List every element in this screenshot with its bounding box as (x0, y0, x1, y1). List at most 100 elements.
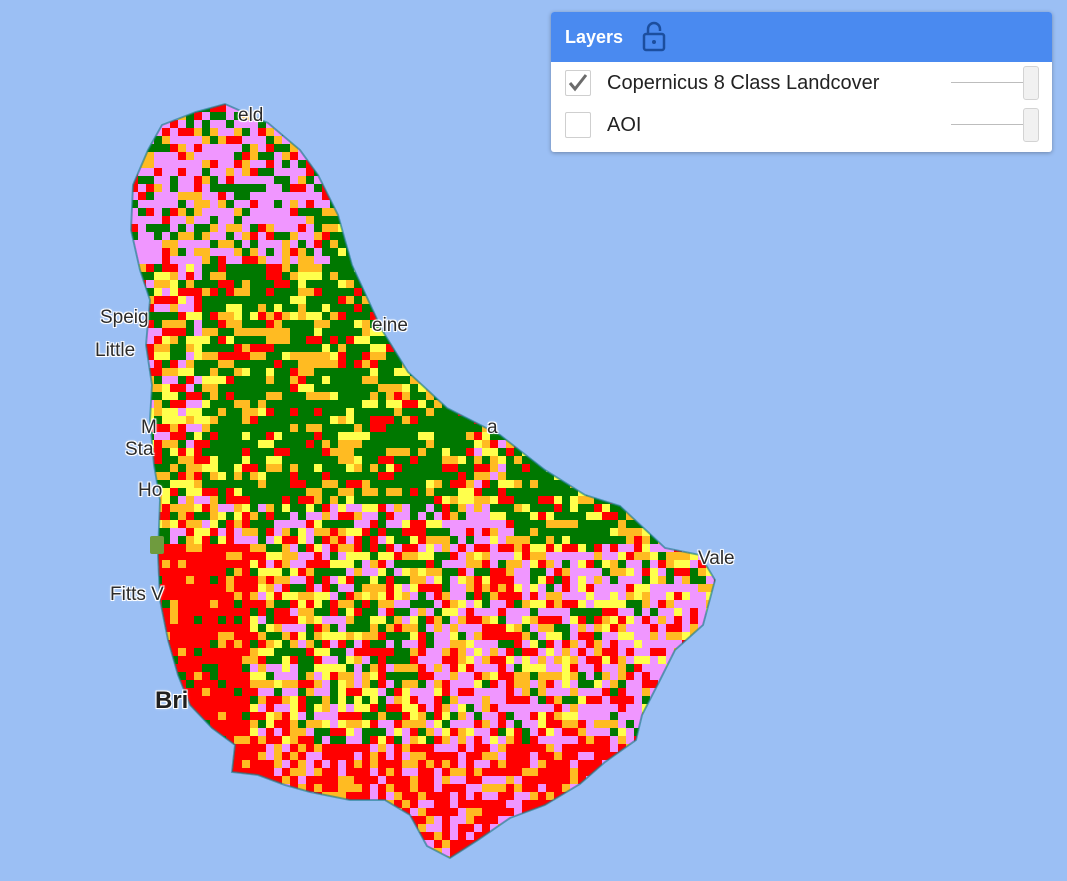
landcover-pixel (674, 240, 682, 248)
landcover-pixel (434, 712, 442, 720)
landcover-pixel (722, 448, 730, 456)
landcover-pixel (346, 512, 354, 520)
landcover-pixel (402, 112, 410, 120)
landcover-pixel (394, 232, 402, 240)
landcover-pixel (282, 264, 290, 272)
landcover-pixel (682, 552, 690, 560)
landcover-pixel (474, 504, 482, 512)
landcover-pixel (562, 560, 570, 568)
landcover-pixel (498, 648, 506, 656)
landcover-pixel (554, 328, 562, 336)
landcover-pixel (234, 720, 242, 728)
landcover-pixel (274, 584, 282, 592)
landcover-pixel (450, 288, 466, 296)
landcover-pixel (154, 392, 162, 400)
landcover-pixel (698, 632, 706, 640)
landcover-pixel (562, 464, 570, 472)
landcover-pixel (634, 184, 650, 192)
landcover-pixel (410, 176, 426, 184)
landcover-pixel (146, 744, 154, 752)
landcover-pixel (690, 504, 698, 512)
landcover-pixel (194, 344, 202, 352)
landcover-pixel (650, 432, 658, 440)
landcover-pixel (290, 688, 298, 696)
landcover-pixel (674, 536, 690, 544)
landcover-pixel (178, 736, 194, 744)
landcover-pixel (706, 416, 715, 424)
landcover-pixel (258, 656, 266, 664)
landcover-pixel (274, 528, 282, 536)
landcover-pixel (522, 136, 530, 144)
landcover-pixel (570, 248, 586, 256)
landcover-pixel (354, 648, 370, 656)
landcover-pixel (210, 736, 218, 744)
landcover-pixel (690, 176, 698, 184)
landcover-pixel (386, 672, 394, 680)
landcover-pixel (194, 272, 202, 280)
landcover-pixel (586, 632, 594, 640)
landcover-pixel (586, 376, 594, 384)
landcover-pixel (266, 240, 274, 248)
landcover-pixel (194, 160, 202, 168)
landcover-pixel (474, 592, 482, 600)
landcover-pixel (146, 160, 154, 168)
landcover-pixel (290, 152, 298, 160)
landcover-pixel (242, 96, 250, 104)
landcover-pixel (162, 552, 170, 560)
landcover-pixel (362, 160, 370, 168)
landcover-pixel (234, 704, 242, 712)
landcover-pixel (202, 128, 210, 136)
landcover-pixel (138, 688, 154, 696)
landcover-pixel (410, 168, 426, 176)
landcover-pixel (666, 248, 682, 256)
landcover-pixel (674, 384, 682, 392)
landcover-pixel (378, 152, 386, 160)
landcover-pixel (698, 248, 706, 256)
landcover-pixel (410, 472, 426, 480)
landcover-pixel (242, 216, 250, 224)
landcover-pixel (610, 360, 618, 368)
landcover-pixel (290, 296, 306, 304)
landcover-pixel (546, 320, 562, 328)
landcover-pixel (538, 648, 546, 656)
landcover-pixel (282, 528, 290, 536)
landcover-pixel (250, 208, 266, 216)
landcover-pixel (346, 688, 362, 696)
landcover-pixel (570, 344, 586, 352)
landcover-pixel (402, 544, 410, 552)
landcover-pixel (586, 416, 602, 424)
landcover-pixel (386, 104, 402, 112)
landcover-pixel (690, 368, 698, 376)
landcover-pixel (266, 224, 274, 232)
landcover-pixel (666, 408, 682, 416)
landcover-pixel (522, 192, 530, 200)
landcover-pixel (682, 160, 690, 168)
landcover-pixel (426, 112, 442, 120)
landcover-pixel (394, 152, 410, 160)
landcover-pixel (554, 720, 562, 728)
landcover-pixel (402, 664, 410, 672)
landcover-pixel (490, 352, 498, 360)
landcover-pixel (242, 392, 250, 400)
landcover-pixel (242, 536, 258, 544)
landcover-pixel (162, 344, 170, 352)
landcover-pixel (474, 376, 490, 384)
landcover-pixel (586, 672, 594, 680)
landcover-pixel (322, 568, 338, 576)
landcover-pixel (178, 432, 186, 440)
landcover-pixel (202, 528, 210, 536)
landcover-pixel (450, 584, 458, 592)
landcover-pixel (170, 400, 178, 408)
landcover-pixel (498, 408, 514, 416)
landcover-pixel (546, 704, 554, 712)
landcover-pixel (698, 200, 714, 208)
landcover-pixel (602, 400, 618, 408)
landcover-pixel (122, 664, 130, 672)
landcover-pixel (290, 128, 298, 136)
landcover-pixel (122, 536, 130, 544)
landcover-pixel (506, 656, 514, 664)
landcover-pixel (442, 128, 458, 136)
landcover-pixel (658, 616, 666, 624)
